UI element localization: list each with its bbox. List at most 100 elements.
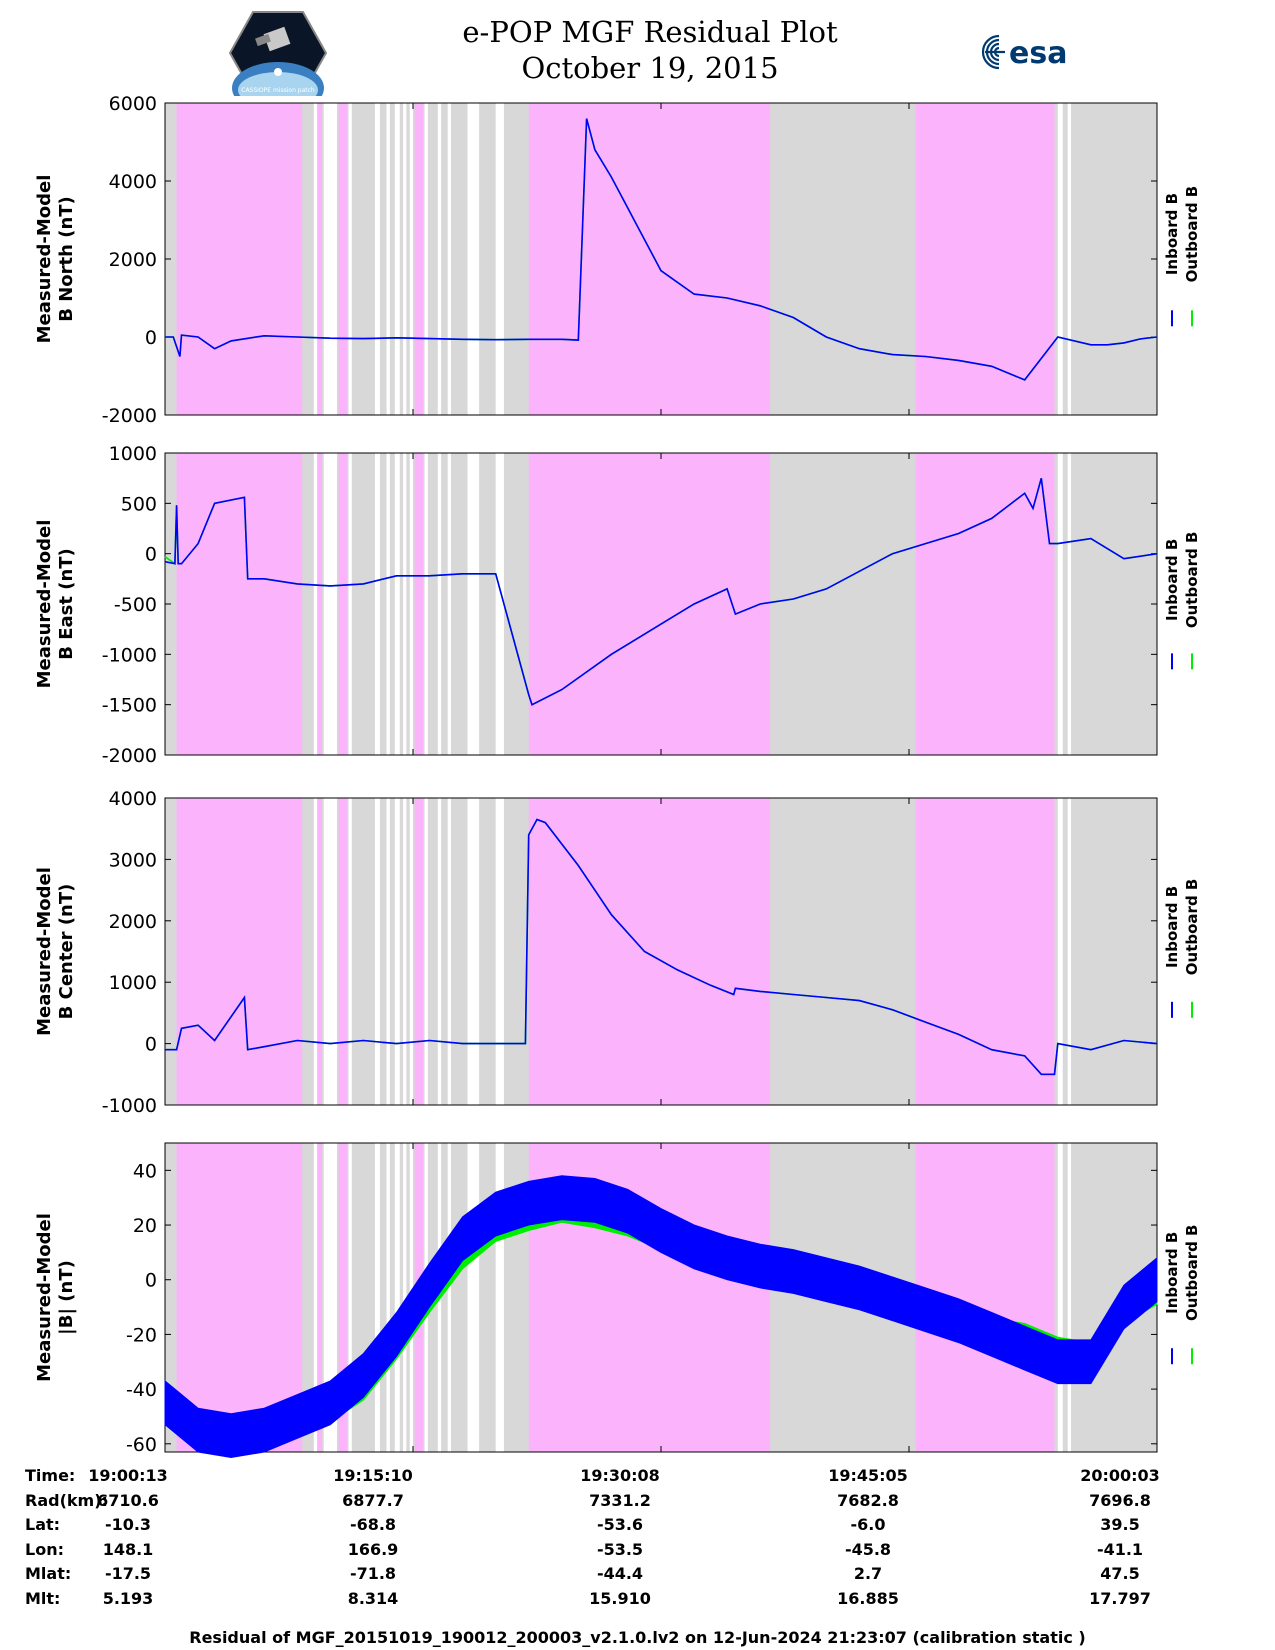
esa-logo-text: esa xyxy=(1009,36,1067,71)
y-tick-label: -1500 xyxy=(102,695,157,717)
y-tick-label: 4000 xyxy=(109,171,157,193)
white-gap xyxy=(313,1143,318,1452)
info-cell: 6710.6 xyxy=(97,1490,159,1510)
info-cell: 19:45:05 xyxy=(828,1466,908,1485)
white-gap xyxy=(323,103,337,415)
chart-panel-3: 4000 3000 2000 1000 0 -1000 Measured-Model B Ce… xyxy=(34,788,1201,1117)
y-tick-label: 1000 xyxy=(109,972,157,994)
white-gap xyxy=(467,1143,480,1452)
esa-logo-emblem xyxy=(981,34,1005,70)
pink-band xyxy=(338,798,347,1105)
white-gap xyxy=(386,1143,390,1452)
info-cell: 5.193 xyxy=(102,1588,154,1608)
info-row-label: Time: xyxy=(25,1466,76,1485)
pink-band xyxy=(317,798,323,1105)
legend-label-inboard: Inboard B xyxy=(1163,886,1181,968)
info-row-label: Lon: xyxy=(25,1539,64,1559)
title-line-1: e-POP MGF Residual Plot xyxy=(462,15,838,49)
pink-band xyxy=(176,453,303,755)
y-tick-label: 0 xyxy=(145,1034,157,1056)
cassiope-logo-text: CASSIOPE mission patch xyxy=(241,87,315,94)
pink-band xyxy=(176,798,303,1105)
y-tick-label: 3000 xyxy=(109,849,157,871)
pink-band xyxy=(176,103,303,415)
white-gap xyxy=(348,453,352,755)
pink-band xyxy=(528,798,771,1105)
white-gap xyxy=(409,453,413,755)
y-axis-label-line1: Measured-Model xyxy=(34,520,55,689)
y-axis-label-line2: B North (nT) xyxy=(56,196,77,322)
white-gap xyxy=(1067,453,1072,755)
pink-band xyxy=(317,1143,323,1452)
pink-band xyxy=(338,103,347,415)
pink-band xyxy=(915,798,1055,1105)
white-gap xyxy=(374,453,380,755)
pink-band xyxy=(414,453,423,755)
y-axis-label-line1: Measured-Model xyxy=(34,1213,55,1382)
y-tick-label: 0 xyxy=(145,1270,157,1292)
white-gap xyxy=(467,103,480,415)
legend-label-inboard: Inboard B xyxy=(1163,193,1181,275)
y-tick-label: 2000 xyxy=(109,249,157,271)
white-gap xyxy=(386,103,390,415)
white-gap xyxy=(495,1143,504,1452)
y-tick-label: -2000 xyxy=(102,405,157,427)
info-cell: 2.7 xyxy=(853,1564,883,1583)
info-cell: -45.8 xyxy=(844,1539,892,1559)
info-cell: -68.8 xyxy=(349,1515,397,1534)
info-row-label: Mlt: xyxy=(25,1588,61,1608)
info-cell: -53.6 xyxy=(596,1515,644,1534)
white-gap xyxy=(447,453,452,755)
white-gap xyxy=(1057,798,1063,1105)
legend-label-inboard: Inboard B xyxy=(1163,539,1181,621)
info-cell: 47.5 xyxy=(1100,1564,1140,1583)
y-axis-label-line1: Measured-Model xyxy=(34,867,55,1036)
info-cell: -41.1 xyxy=(1096,1539,1144,1559)
white-gap xyxy=(394,453,400,755)
info-cell: 7696.8 xyxy=(1089,1490,1151,1510)
info-cell: 166.9 xyxy=(347,1539,399,1559)
y-tick-label: 0 xyxy=(145,327,157,349)
white-gap xyxy=(447,1143,452,1452)
white-gap xyxy=(403,1143,407,1452)
white-gap xyxy=(1067,798,1072,1105)
info-cell: 39.5 xyxy=(1100,1515,1140,1534)
info-cell: 20:00:03 xyxy=(1080,1466,1160,1485)
white-gap xyxy=(495,798,504,1105)
white-gap xyxy=(1057,103,1063,415)
white-gap xyxy=(323,798,337,1105)
y-tick-label: 40 xyxy=(133,1160,157,1182)
pink-band xyxy=(915,103,1055,415)
white-gap xyxy=(374,1143,380,1452)
info-cell: 19:15:10 xyxy=(333,1466,413,1485)
info-row: Lon: 148.1 166.9 -53.5 -45.8 -41.1 xyxy=(20,1540,1260,1565)
legend-label-outboard: Outboard B xyxy=(1183,186,1201,283)
y-tick-label: -20 xyxy=(126,1324,157,1346)
y-tick-label: -2000 xyxy=(102,745,157,767)
y-tick-label: 4000 xyxy=(109,788,157,810)
white-gap xyxy=(424,798,428,1105)
white-gap xyxy=(1067,103,1072,415)
white-gap xyxy=(495,103,504,415)
series-inboard xyxy=(165,818,1158,1076)
pink-band xyxy=(317,103,323,415)
info-row: Lat: -10.3 -68.8 -53.6 -6.0 39.5 xyxy=(20,1515,1260,1540)
series-inboard xyxy=(164,1175,1158,1459)
info-cell: -17.5 xyxy=(104,1564,152,1583)
series-inboard xyxy=(164,477,1158,706)
y-tick-label: -40 xyxy=(126,1379,157,1401)
white-gap xyxy=(447,798,452,1105)
pink-band xyxy=(528,453,771,755)
white-gap xyxy=(495,453,504,755)
pink-band xyxy=(414,798,423,1105)
white-gap xyxy=(437,453,442,755)
white-gap xyxy=(386,453,390,755)
white-gap xyxy=(313,798,318,1105)
cassiope-logo: CASSIOPE mission patch xyxy=(228,10,328,96)
white-gap xyxy=(447,103,452,415)
info-cell: 15.910 xyxy=(589,1588,651,1608)
white-gap xyxy=(323,453,337,755)
pink-band xyxy=(915,453,1055,755)
info-row-label: Rad(km): xyxy=(25,1490,108,1510)
y-tick-label: 6000 xyxy=(109,93,157,115)
